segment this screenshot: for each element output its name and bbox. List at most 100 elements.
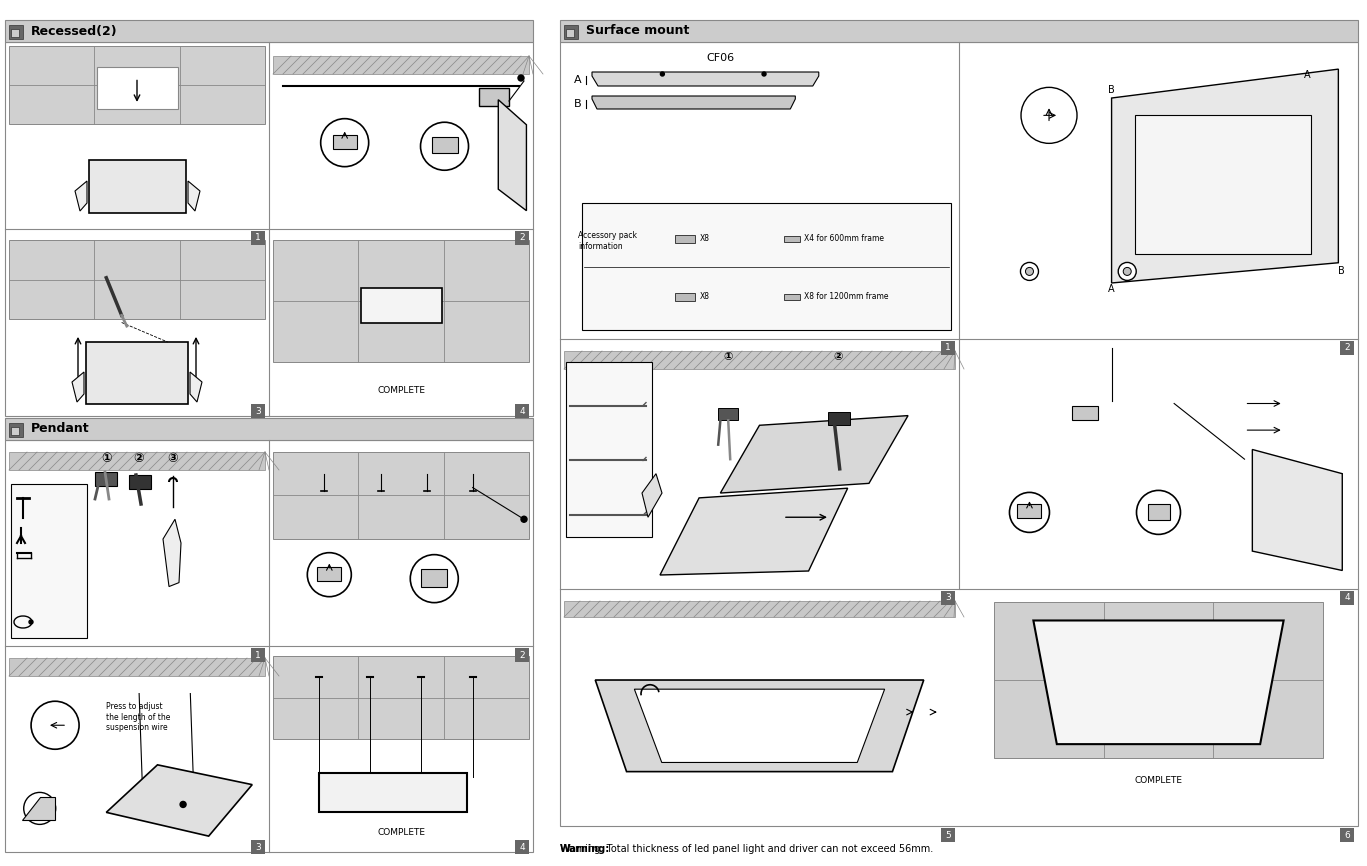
Circle shape — [1021, 262, 1039, 281]
Polygon shape — [592, 96, 796, 109]
Text: 3: 3 — [256, 406, 261, 416]
Bar — [994, 602, 1323, 758]
Circle shape — [1009, 493, 1050, 533]
Bar — [515, 231, 529, 245]
Circle shape — [180, 801, 186, 807]
Text: Accessory pack
information: Accessory pack information — [578, 231, 637, 251]
Text: 5: 5 — [945, 830, 951, 839]
Bar — [273, 240, 529, 362]
Bar — [432, 137, 458, 153]
Text: CF06: CF06 — [707, 53, 734, 63]
Bar — [10, 658, 265, 676]
Bar — [5, 42, 533, 416]
Text: Warning:: Warning: — [560, 844, 610, 854]
Circle shape — [1118, 262, 1136, 281]
Bar — [560, 20, 1357, 42]
Circle shape — [761, 72, 766, 76]
Bar — [940, 591, 956, 605]
Text: 2: 2 — [519, 650, 525, 660]
Bar — [565, 601, 956, 617]
Circle shape — [23, 792, 56, 824]
Text: COMPLETE: COMPLETE — [1135, 776, 1182, 785]
Bar — [10, 25, 23, 39]
Text: Pendant: Pendant — [31, 423, 90, 436]
Polygon shape — [595, 680, 924, 772]
Bar — [1340, 591, 1353, 605]
Text: A: A — [574, 75, 582, 85]
Bar — [560, 42, 1357, 826]
Text: B: B — [574, 99, 582, 109]
Bar — [565, 351, 956, 369]
Polygon shape — [1033, 620, 1284, 744]
Circle shape — [29, 620, 33, 624]
Text: B: B — [1109, 85, 1115, 95]
Polygon shape — [660, 488, 848, 575]
Bar — [252, 231, 265, 245]
Bar — [675, 235, 696, 242]
Text: 3: 3 — [945, 593, 951, 603]
Circle shape — [518, 75, 524, 81]
Circle shape — [1025, 268, 1033, 275]
Polygon shape — [1111, 69, 1338, 283]
Polygon shape — [642, 474, 662, 517]
Bar — [5, 440, 533, 852]
Text: Surface mount: Surface mount — [586, 24, 689, 37]
Polygon shape — [72, 372, 83, 402]
Bar — [675, 293, 696, 301]
Text: A: A — [1109, 284, 1115, 294]
Circle shape — [421, 122, 469, 171]
Bar — [5, 20, 533, 42]
Text: Warning: Total thickness of led panel light and driver can not exceed 56mm.: Warning: Total thickness of led panel li… — [560, 844, 934, 854]
Circle shape — [1124, 268, 1132, 275]
Text: X4 for 600mm frame: X4 for 600mm frame — [804, 234, 884, 243]
Bar — [128, 475, 150, 489]
Bar — [252, 648, 265, 662]
Text: 2: 2 — [519, 234, 525, 242]
Bar — [89, 160, 186, 213]
Bar — [785, 236, 800, 242]
Bar — [317, 566, 342, 581]
Bar — [11, 484, 87, 638]
Polygon shape — [720, 416, 908, 493]
Text: 1: 1 — [945, 344, 951, 352]
Text: 4: 4 — [519, 406, 525, 416]
Polygon shape — [499, 100, 526, 210]
Circle shape — [308, 553, 351, 597]
Bar — [273, 452, 529, 539]
Polygon shape — [634, 689, 884, 762]
Circle shape — [1021, 87, 1077, 144]
Polygon shape — [1252, 449, 1342, 571]
Text: ③: ③ — [168, 451, 178, 464]
Bar — [515, 404, 529, 418]
Text: X8: X8 — [700, 234, 709, 243]
Bar — [10, 452, 265, 470]
Text: X8: X8 — [700, 293, 709, 301]
Bar — [566, 362, 652, 537]
Text: COMPLETE: COMPLETE — [377, 828, 425, 837]
Bar — [361, 288, 442, 323]
Bar — [10, 240, 265, 319]
Circle shape — [410, 554, 458, 603]
Circle shape — [1136, 490, 1181, 534]
Text: ①: ① — [101, 451, 112, 464]
Circle shape — [31, 701, 79, 749]
Polygon shape — [189, 181, 200, 211]
Text: ①: ① — [723, 352, 733, 362]
Bar — [421, 569, 447, 586]
Bar — [252, 840, 265, 854]
Bar — [582, 203, 951, 330]
Circle shape — [660, 72, 664, 76]
Bar — [11, 29, 19, 37]
Text: 1: 1 — [256, 234, 261, 242]
Bar — [515, 648, 529, 662]
Text: 3: 3 — [256, 843, 261, 851]
Bar — [10, 423, 23, 437]
Bar — [252, 404, 265, 418]
Text: 4: 4 — [1344, 593, 1349, 603]
Text: Press to adjust
the length of the
suspension wire: Press to adjust the length of the suspen… — [107, 702, 171, 733]
Text: Recessed(2): Recessed(2) — [31, 24, 118, 37]
Polygon shape — [107, 765, 252, 836]
Bar — [10, 46, 265, 124]
Bar — [565, 25, 578, 39]
Bar — [273, 56, 529, 74]
